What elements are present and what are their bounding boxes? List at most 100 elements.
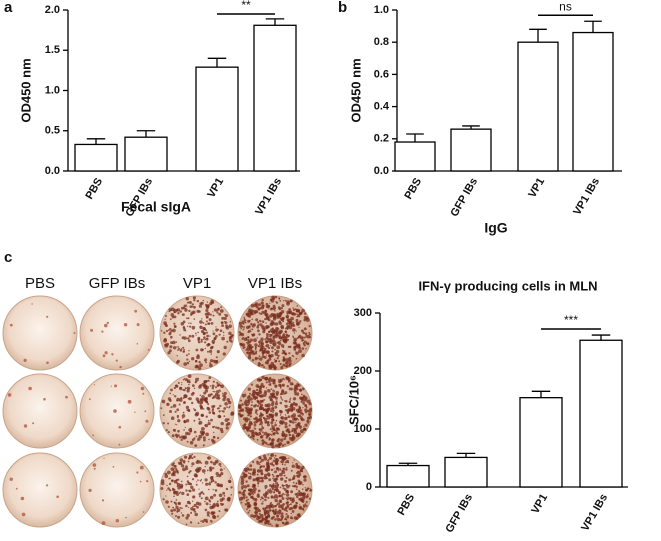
spot xyxy=(65,395,68,399)
spot xyxy=(204,323,207,326)
spot xyxy=(293,417,298,421)
spot xyxy=(292,421,295,424)
spot xyxy=(216,381,219,384)
spot xyxy=(112,466,115,468)
spot xyxy=(222,392,224,395)
spot xyxy=(256,469,261,473)
spot xyxy=(279,299,282,302)
spot xyxy=(230,486,233,489)
spot xyxy=(263,366,266,369)
well xyxy=(79,373,155,449)
spot xyxy=(183,348,186,351)
spot xyxy=(186,475,189,478)
spot xyxy=(181,514,185,517)
spot xyxy=(273,395,277,399)
spot xyxy=(247,356,252,360)
spot xyxy=(246,508,248,510)
spot xyxy=(256,418,261,423)
spot xyxy=(220,306,223,309)
spot xyxy=(285,361,288,364)
spot xyxy=(186,306,188,308)
spot xyxy=(243,318,246,320)
spot xyxy=(272,304,276,308)
spot xyxy=(191,401,194,405)
spot xyxy=(188,360,191,362)
spot xyxy=(265,521,270,525)
spot xyxy=(206,301,208,303)
spot xyxy=(209,468,213,472)
spot xyxy=(224,418,229,422)
spot xyxy=(189,305,193,308)
y-tick-label: 1.0 xyxy=(374,4,389,16)
spot xyxy=(252,490,256,494)
spot xyxy=(270,367,272,369)
spot xyxy=(278,512,282,515)
spot xyxy=(280,416,285,420)
spot xyxy=(197,437,201,441)
spot xyxy=(301,412,304,416)
spot xyxy=(247,400,251,404)
spot xyxy=(185,405,190,410)
spot xyxy=(88,398,91,401)
spot xyxy=(208,488,210,491)
spot xyxy=(221,316,225,320)
spot xyxy=(186,317,188,320)
spot xyxy=(269,433,272,436)
spot xyxy=(285,416,288,419)
spot xyxy=(278,378,280,380)
spot xyxy=(230,494,233,496)
spot xyxy=(101,499,105,502)
spot xyxy=(285,468,288,471)
spot xyxy=(180,438,183,441)
spot xyxy=(297,411,299,413)
spot xyxy=(242,395,245,398)
spot xyxy=(271,485,275,490)
spot xyxy=(187,339,191,343)
spot xyxy=(202,436,206,440)
spot xyxy=(202,322,205,324)
spot xyxy=(209,362,212,365)
spot xyxy=(260,342,264,345)
spot xyxy=(88,488,92,492)
spot xyxy=(202,299,205,302)
spot xyxy=(179,506,182,509)
spot xyxy=(271,503,273,506)
spot xyxy=(302,331,305,334)
spot xyxy=(106,321,110,325)
spot xyxy=(280,307,283,310)
spot xyxy=(294,392,298,396)
spot xyxy=(295,502,299,505)
spot xyxy=(183,401,186,404)
spot xyxy=(280,477,284,481)
spot xyxy=(306,506,308,508)
spot xyxy=(277,459,280,462)
spot xyxy=(272,331,275,335)
spot xyxy=(203,336,206,339)
spot xyxy=(183,350,185,353)
spot xyxy=(216,350,220,354)
spot xyxy=(193,473,198,478)
spot xyxy=(292,321,295,323)
spot xyxy=(283,392,286,395)
spot xyxy=(244,406,247,409)
spot xyxy=(189,521,193,524)
spot xyxy=(195,483,198,486)
spot xyxy=(289,387,293,391)
spot xyxy=(287,431,291,434)
spot xyxy=(298,481,303,485)
spot xyxy=(204,508,208,512)
spot xyxy=(183,388,186,392)
spot xyxy=(271,346,274,350)
spot xyxy=(272,409,275,412)
spot xyxy=(163,321,167,325)
spot xyxy=(169,345,173,349)
bar xyxy=(74,143,118,172)
spot xyxy=(204,460,209,465)
well xyxy=(2,295,78,371)
spot xyxy=(292,355,295,358)
spot xyxy=(185,504,188,508)
spot xyxy=(147,349,150,351)
spot xyxy=(182,320,186,324)
spot xyxy=(296,313,298,315)
spot xyxy=(267,489,270,492)
